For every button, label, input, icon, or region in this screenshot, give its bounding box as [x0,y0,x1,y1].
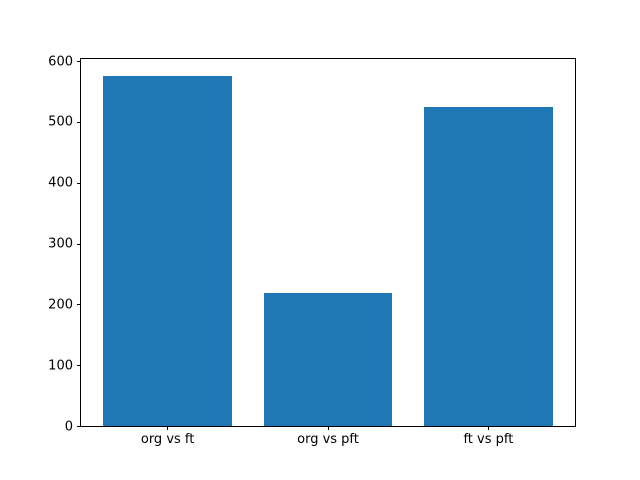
y-tick-mark [77,304,81,306]
bar-org-vs-pft [263,293,393,426]
y-tick-label: 500 [48,114,73,130]
y-tick-mark [77,182,81,184]
x-tick-label: ft vs pft [463,432,514,447]
y-tick-label: 300 [48,236,73,252]
axes: 0 100 200 300 400 500 600 org vs ft org vs pft ft… [48,55,576,446]
y-tick-mark [77,426,81,427]
x-tick-mark [487,426,489,430]
y-tick-mark [77,365,81,367]
y-tick-label: 400 [48,175,73,191]
y-tick-label: 0 [64,419,73,434]
y-tick-mark [77,243,81,245]
bar-org-vs-ft [103,75,232,426]
y-tick-mark [77,121,81,123]
y-tick-label: 200 [48,297,73,313]
x-tick-mark [327,426,329,430]
x-tick-label: org vs ft [140,432,195,447]
y-tick-label: 600 [48,54,73,70]
y-tick-mark [77,61,81,63]
x-tick-mark [167,426,169,430]
y-tick-label: 100 [48,358,73,374]
bar-ft-vs-pft [424,107,553,426]
x-tick-label: org vs pft [297,432,359,447]
